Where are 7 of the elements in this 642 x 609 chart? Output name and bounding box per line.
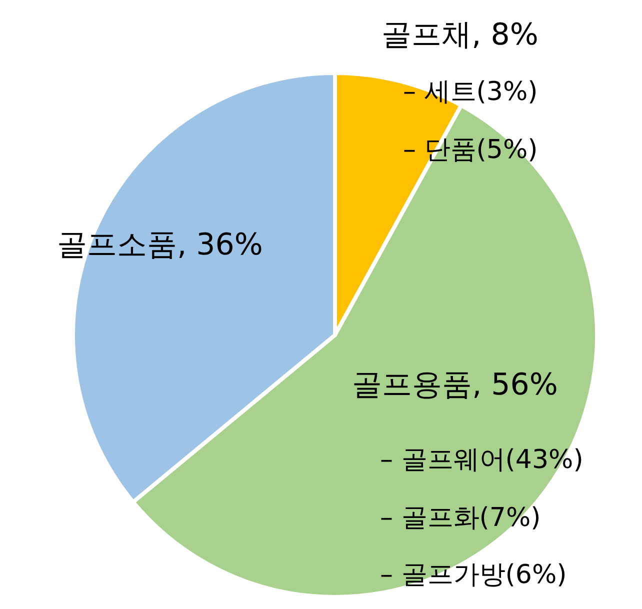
slice-label: 골프용품, 56% [352, 368, 558, 402]
text: – 세트(3%) [403, 77, 538, 107]
text: – 골프가방(6%) [380, 560, 567, 590]
slice-label: 골프소품, 36% [57, 228, 263, 262]
text: – 골프웨어(43%) [380, 445, 584, 475]
slice-label: 골프채, 8% [382, 18, 538, 52]
text: – 골프화(7%) [380, 503, 541, 533]
